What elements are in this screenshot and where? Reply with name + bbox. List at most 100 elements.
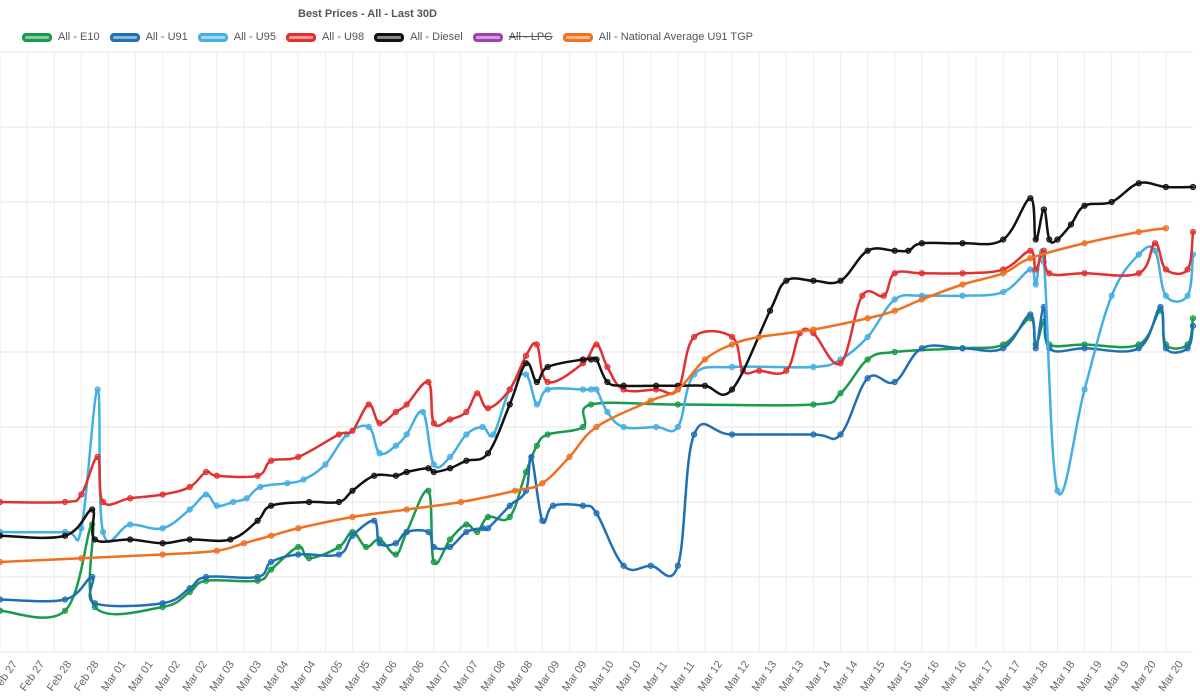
- data-point[interactable]: [522, 360, 530, 367]
- data-point[interactable]: [1184, 345, 1191, 352]
- data-point[interactable]: [202, 491, 210, 498]
- data-point[interactable]: [213, 502, 221, 509]
- data-point[interactable]: [430, 543, 437, 551]
- data-point[interactable]: [593, 341, 600, 348]
- data-point[interactable]: [268, 532, 275, 539]
- data-point[interactable]: [268, 558, 275, 566]
- data-point[interactable]: [446, 543, 454, 551]
- data-point[interactable]: [1046, 236, 1053, 243]
- data-point[interactable]: [365, 401, 372, 408]
- data-point[interactable]: [728, 431, 736, 438]
- data-point[interactable]: [1081, 386, 1088, 393]
- data-point[interactable]: [268, 566, 275, 573]
- data-point[interactable]: [1000, 345, 1007, 352]
- data-point[interactable]: [392, 551, 399, 558]
- data-point[interactable]: [425, 465, 432, 472]
- data-point[interactable]: [533, 401, 540, 408]
- data-point[interactable]: [159, 491, 166, 498]
- data-point[interactable]: [810, 431, 817, 438]
- data-point[interactable]: [506, 513, 513, 521]
- data-point[interactable]: [512, 487, 519, 494]
- data-point[interactable]: [335, 431, 343, 438]
- data-point[interactable]: [295, 543, 302, 551]
- data-point[interactable]: [674, 401, 681, 408]
- data-point[interactable]: [159, 525, 166, 532]
- data-point[interactable]: [0, 558, 4, 566]
- data-point[interactable]: [653, 423, 660, 431]
- data-point[interactable]: [959, 345, 966, 352]
- data-point[interactable]: [91, 536, 98, 543]
- data-point[interactable]: [61, 607, 69, 614]
- data-point[interactable]: [392, 540, 399, 547]
- data-point[interactable]: [1081, 240, 1088, 247]
- data-point[interactable]: [230, 498, 237, 506]
- data-point[interactable]: [593, 423, 600, 431]
- data-point[interactable]: [268, 502, 275, 509]
- data-point[interactable]: [430, 558, 437, 566]
- data-point[interactable]: [430, 468, 437, 476]
- data-point[interactable]: [0, 607, 4, 614]
- data-point[interactable]: [544, 431, 551, 438]
- data-point[interactable]: [522, 371, 530, 378]
- data-point[interactable]: [159, 540, 166, 547]
- data-point[interactable]: [446, 536, 454, 543]
- data-point[interactable]: [604, 363, 611, 371]
- data-point[interactable]: [864, 356, 871, 363]
- data-point[interactable]: [403, 431, 410, 438]
- data-point[interactable]: [213, 547, 221, 554]
- data-point[interactable]: [544, 386, 551, 393]
- data-point[interactable]: [1162, 292, 1169, 299]
- data-point[interactable]: [243, 495, 250, 502]
- data-point[interactable]: [579, 356, 587, 363]
- data-point[interactable]: [0, 498, 4, 506]
- data-point[interactable]: [403, 506, 410, 513]
- data-point[interactable]: [891, 378, 898, 386]
- data-point[interactable]: [756, 333, 763, 341]
- data-point[interactable]: [349, 427, 356, 434]
- data-point[interactable]: [1000, 288, 1007, 296]
- data-point[interactable]: [186, 506, 193, 513]
- data-point[interactable]: [463, 528, 470, 536]
- data-point[interactable]: [159, 551, 166, 558]
- data-point[interactable]: [1135, 180, 1142, 187]
- data-point[interactable]: [322, 461, 329, 468]
- data-point[interactable]: [295, 453, 302, 461]
- data-point[interactable]: [202, 468, 210, 476]
- data-point[interactable]: [371, 517, 378, 524]
- data-point[interactable]: [766, 307, 774, 314]
- data-point[interactable]: [257, 483, 264, 491]
- data-point[interactable]: [1000, 236, 1007, 243]
- data-point[interactable]: [891, 348, 898, 356]
- data-point[interactable]: [78, 491, 85, 498]
- data-point[interactable]: [490, 431, 497, 438]
- data-point[interactable]: [864, 333, 871, 341]
- data-point[interactable]: [1081, 202, 1088, 209]
- data-point[interactable]: [1108, 198, 1115, 206]
- data-point[interactable]: [533, 341, 540, 348]
- data-point[interactable]: [837, 390, 844, 397]
- data-point[interactable]: [99, 498, 107, 506]
- data-point[interactable]: [1108, 292, 1115, 299]
- data-point[interactable]: [1054, 236, 1061, 243]
- data-point[interactable]: [254, 472, 261, 479]
- data-point[interactable]: [1189, 315, 1197, 322]
- data-point[interactable]: [1067, 221, 1075, 228]
- data-point[interactable]: [728, 333, 736, 341]
- data-point[interactable]: [463, 408, 470, 416]
- data-point[interactable]: [430, 461, 437, 468]
- data-point[interactable]: [89, 506, 96, 513]
- data-point[interactable]: [506, 386, 513, 393]
- data-point[interactable]: [579, 386, 587, 393]
- data-point[interactable]: [479, 423, 486, 431]
- data-point[interactable]: [810, 277, 817, 284]
- data-point[interactable]: [880, 292, 888, 299]
- data-point[interactable]: [1184, 266, 1191, 273]
- data-point[interactable]: [837, 360, 844, 367]
- data-point[interactable]: [522, 352, 530, 359]
- data-point[interactable]: [918, 296, 925, 303]
- data-point[interactable]: [376, 450, 383, 457]
- data-point[interactable]: [728, 363, 736, 371]
- data-point[interactable]: [61, 498, 69, 506]
- data-point[interactable]: [365, 423, 372, 431]
- data-point[interactable]: [674, 562, 681, 569]
